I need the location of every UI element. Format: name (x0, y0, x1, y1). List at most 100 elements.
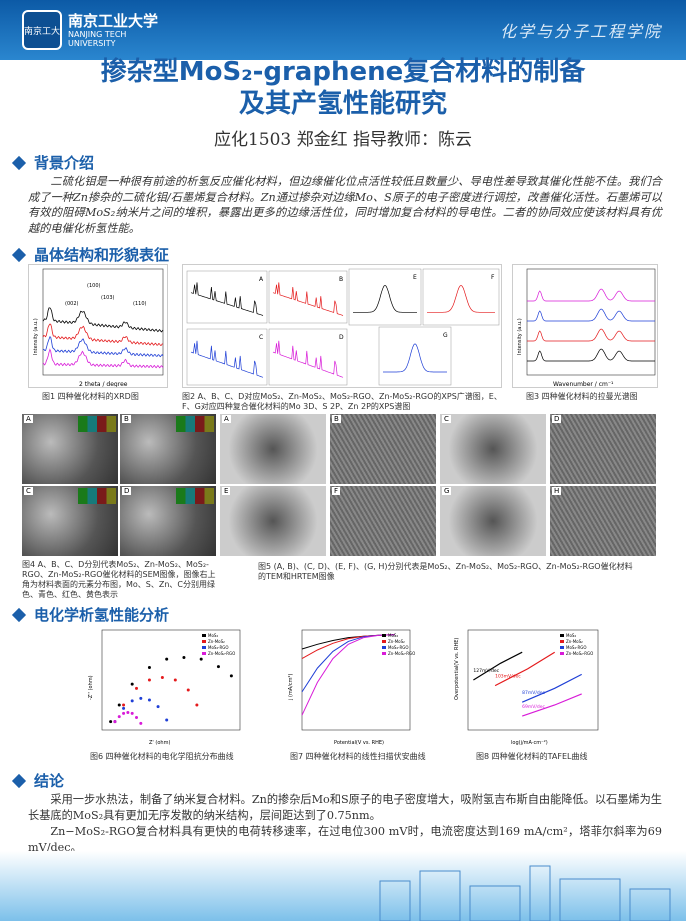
tem-image: H (550, 486, 656, 556)
tem-panel-label: B (332, 415, 341, 423)
legend-entry: MoS₂-RGO (388, 645, 409, 650)
eis-point (199, 657, 203, 661)
authors: 应化1503 郑金红 指导教师：陈云 (213, 130, 473, 150)
legend-entry: Zn-MoS₂ (566, 639, 583, 644)
eis-point (216, 665, 220, 669)
legend-swatch (382, 640, 386, 643)
eis-figure: Z' (ohm) -Z'' (ohm) MoS₂ Zn-MoS₂ MoS₂-RGO Zn-… (82, 624, 246, 748)
raman-series-line (527, 288, 655, 302)
tem-image: E (220, 486, 326, 556)
xps-spectrum-line (190, 282, 264, 316)
xps-panel-frame (348, 268, 422, 326)
xps-panel-label: G (443, 332, 448, 339)
xps-panel-label: C (259, 334, 263, 341)
sem-panel-label: B (122, 415, 131, 423)
tem-image: F (330, 486, 436, 556)
eis-point (135, 716, 138, 719)
section-electro-title: 电化学析氢性能分析 (34, 606, 170, 624)
section-background-heading: 背景介绍 (11, 152, 94, 173)
diamond-bullet-icon (11, 247, 27, 262)
tem-panel-label: D (552, 415, 562, 423)
logo-text: 南京工大 (24, 26, 61, 37)
legend-entry: Zn-MoS₂-RGO (388, 651, 415, 656)
tafel-slope-label: 127mV/dec (473, 668, 499, 674)
lsv-series-line (301, 634, 395, 693)
xrd-peak-label: (110) (133, 301, 146, 307)
eis-point (130, 699, 134, 703)
university-name-en: NANJING TECH UNIVERSITY (68, 30, 126, 48)
lsv-chart: Potential(V vs. RHE)j (mA/cm²)MoS₂Zn-MoS… (288, 629, 415, 746)
legend-entry: MoS₂ (566, 633, 576, 638)
eis-point (195, 703, 199, 707)
xps-panel-frame (186, 328, 268, 386)
y-axis-label: j (mA/cm²) (288, 673, 294, 701)
eis-point (182, 656, 186, 659)
element-map-inset (176, 488, 214, 504)
xrd-series-line (42, 336, 164, 358)
xps-panel-frame (268, 328, 348, 386)
xps-panel-frame (186, 270, 268, 324)
legend-entry: Zn-MoS₂-RGO (566, 651, 593, 656)
legend-entry: MoS₂ (388, 633, 398, 638)
xrd-figure: (002) (100) (103) (110) 2 theta / degree… (28, 264, 168, 388)
x-axis-label: Z' (ohm) (149, 740, 170, 746)
legend-swatch (202, 640, 206, 643)
footer-skyline (0, 851, 686, 921)
conclusion-paragraph-1: 采用一步水热法，制备了纳米复合材料。Zn的掺杂后Mo和S原子的电子密度增大，吸附… (28, 793, 662, 822)
legend-swatch (560, 640, 564, 643)
tem-image: C (440, 414, 546, 484)
eis-point (160, 676, 164, 679)
poster-title-line1: 掺杂型MoS₂-graphene复合材料的制备 (100, 57, 586, 87)
tem-panel-label: F (332, 487, 341, 495)
university-name-en-line1: NANJING TECH (68, 30, 127, 39)
eis-point (130, 711, 134, 715)
eis-point (126, 711, 130, 714)
xps-spectrum-line (427, 284, 495, 313)
plot-frame (301, 629, 411, 731)
xrd-xlabel: 2 theta / degree (79, 381, 128, 388)
x-axis-label: log(j/mA·cm⁻²) (511, 740, 548, 746)
legend-entry: Zn-MoS₂ (208, 639, 225, 644)
fig6-caption: 图6 四种催化材料的电化学阻抗分布曲线 (90, 752, 234, 761)
eis-point (147, 698, 151, 702)
xrd-series-line (42, 307, 164, 333)
xps-spectrum-line (272, 282, 344, 316)
xps-spectrum-line (190, 340, 264, 378)
section-conclusion-title: 结论 (34, 772, 65, 790)
xps-panel-frame (378, 326, 452, 386)
xrd-peak-label: (002) (65, 301, 78, 307)
tafel-series-line (521, 673, 582, 703)
tafel-slope-label: 87mV/dec (522, 690, 545, 696)
tafel-series-line (473, 651, 523, 681)
xrd-peak-label: (100) (87, 283, 100, 289)
conclusion-paragraph-2: Zn−MoS₂-RGO复合材料具有更快的电荷转移速率，在过电位300 mV时，电… (28, 825, 662, 854)
tem-panel-label: C (442, 415, 451, 423)
sem-panel-label: C (24, 487, 33, 495)
lsv-series-line (301, 634, 395, 660)
tafel-slope-label: 103mV/dec (495, 674, 521, 680)
eis-point (135, 686, 138, 690)
xps-panel-label: B (339, 276, 343, 283)
xps-spectrum-line (383, 343, 447, 373)
raman-series-line (527, 328, 655, 342)
xrd-ylabel: Intensity (a.u.) (33, 318, 39, 355)
legend-swatch (560, 652, 564, 655)
xps-panel-label: D (339, 334, 344, 341)
eis-point (117, 715, 121, 719)
eis-point (130, 682, 134, 686)
tem-panel-label: G (442, 487, 452, 495)
xps-chart: A B C D E F G (186, 268, 500, 386)
eis-point (165, 718, 169, 722)
sem-image: D (120, 486, 216, 556)
sem-panel-label: A (24, 415, 33, 423)
section-structure-title: 晶体结构和形貌表征 (34, 246, 170, 264)
university-name-cn: 南京工业大学 (68, 12, 159, 30)
legend-swatch (382, 634, 386, 637)
legend-entry: Zn-MoS₂ (388, 639, 405, 644)
school-name: 化学与分子工程学院 (499, 22, 662, 41)
xrd-series-line (42, 348, 164, 369)
eis-chart: Z' (ohm) -Z'' (ohm) MoS₂Zn-MoS₂MoS₂-RGOZn-… (88, 629, 241, 746)
legend-swatch (382, 652, 386, 655)
xps-panel-frame (268, 270, 348, 324)
xps-panel-label: F (491, 274, 495, 281)
